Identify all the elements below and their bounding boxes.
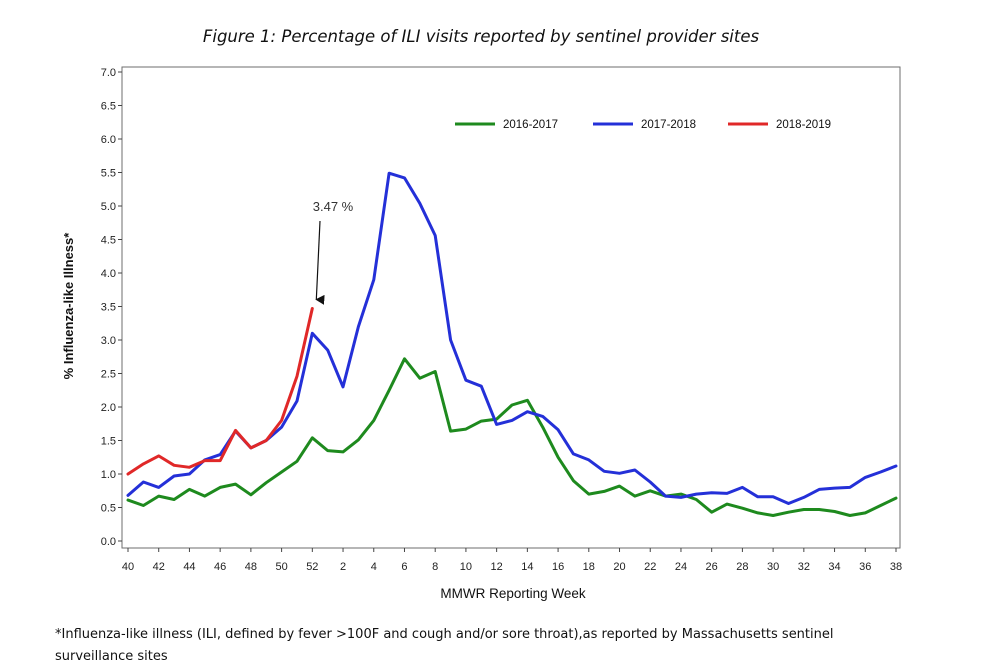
- annotation-arrow: [315, 220, 325, 305]
- x-tick-label: 34: [828, 561, 840, 573]
- x-tick-label: 20: [613, 561, 625, 573]
- annotation-label: 3.47 %: [313, 199, 354, 214]
- x-tick-label: 50: [275, 561, 287, 573]
- series-line-2017-2018: [126, 171, 898, 505]
- x-tick-label: 26: [706, 561, 718, 573]
- x-tick-label: 24: [675, 561, 687, 573]
- x-tick-label: 52: [306, 561, 318, 573]
- x-tick-label: 10: [460, 561, 472, 573]
- footnote-line-2: surveillance sites: [55, 649, 168, 664]
- series-line-2018-2019: [126, 307, 314, 476]
- y-tick-label: 3.0: [101, 335, 116, 347]
- series-line-2016-2017: [126, 357, 898, 517]
- x-tick-label: 14: [521, 561, 533, 573]
- y-tick-label: 4.5: [101, 235, 116, 247]
- x-tick-label: 32: [798, 561, 810, 573]
- x-tick-label: 6: [401, 561, 407, 573]
- legend-label-2017-2018: 2017-2018: [641, 119, 696, 131]
- x-tick-label: 42: [153, 561, 165, 573]
- y-tick-label: 2.0: [101, 402, 116, 414]
- x-tick-label: 46: [214, 561, 226, 573]
- x-tick-label: 48: [245, 561, 257, 573]
- y-tick-label: 3.5: [101, 302, 116, 314]
- footnote-line-1: *Influenza-like illness (ILI, defined by…: [55, 627, 834, 642]
- y-tick-label: 1.0: [101, 469, 116, 481]
- legend-label-2016-2017: 2016-2017: [503, 119, 558, 131]
- x-tick-label: 28: [736, 561, 748, 573]
- x-tick-label: 12: [491, 561, 503, 573]
- plot-frame: [121, 66, 901, 549]
- chart-svg: Figure 1: Percentage of ILI visits repor…: [61, 27, 902, 601]
- y-tick-label: 1.5: [101, 436, 116, 448]
- x-tick-label: 16: [552, 561, 564, 573]
- x-tick-label: 2: [340, 561, 346, 573]
- y-tick-label: 5.5: [101, 168, 116, 180]
- y-tick-label: 0.5: [101, 503, 116, 515]
- x-tick-label: 36: [859, 561, 871, 573]
- x-tick-label: 8: [432, 561, 438, 573]
- y-tick-label: 4.0: [101, 268, 116, 280]
- y-tick-label: 7.0: [101, 67, 116, 79]
- x-tick-label: 18: [583, 561, 595, 573]
- y-tick-label: 5.0: [101, 201, 116, 213]
- chart-title: Figure 1: Percentage of ILI visits repor…: [203, 27, 760, 46]
- x-axis-label: MMWR Reporting Week: [440, 586, 586, 601]
- y-tick-label: 0.0: [101, 536, 116, 548]
- x-tick-label: 40: [122, 561, 134, 573]
- y-tick-label: 6.0: [101, 134, 116, 146]
- footnote: *Influenza-like illness (ILI, defined by…: [55, 624, 955, 668]
- y-tick-label: 6.5: [101, 101, 116, 113]
- x-tick-label: 44: [183, 561, 195, 573]
- x-tick-label: 4: [371, 561, 377, 573]
- x-tick-label: 22: [644, 561, 656, 573]
- y-axis-label: % Influenza-like Illness*: [61, 232, 76, 380]
- legend-label-2018-2019: 2018-2019: [776, 119, 831, 131]
- x-tick-label: 38: [890, 561, 902, 573]
- x-tick-label: 30: [767, 561, 779, 573]
- y-tick-label: 2.5: [101, 369, 116, 381]
